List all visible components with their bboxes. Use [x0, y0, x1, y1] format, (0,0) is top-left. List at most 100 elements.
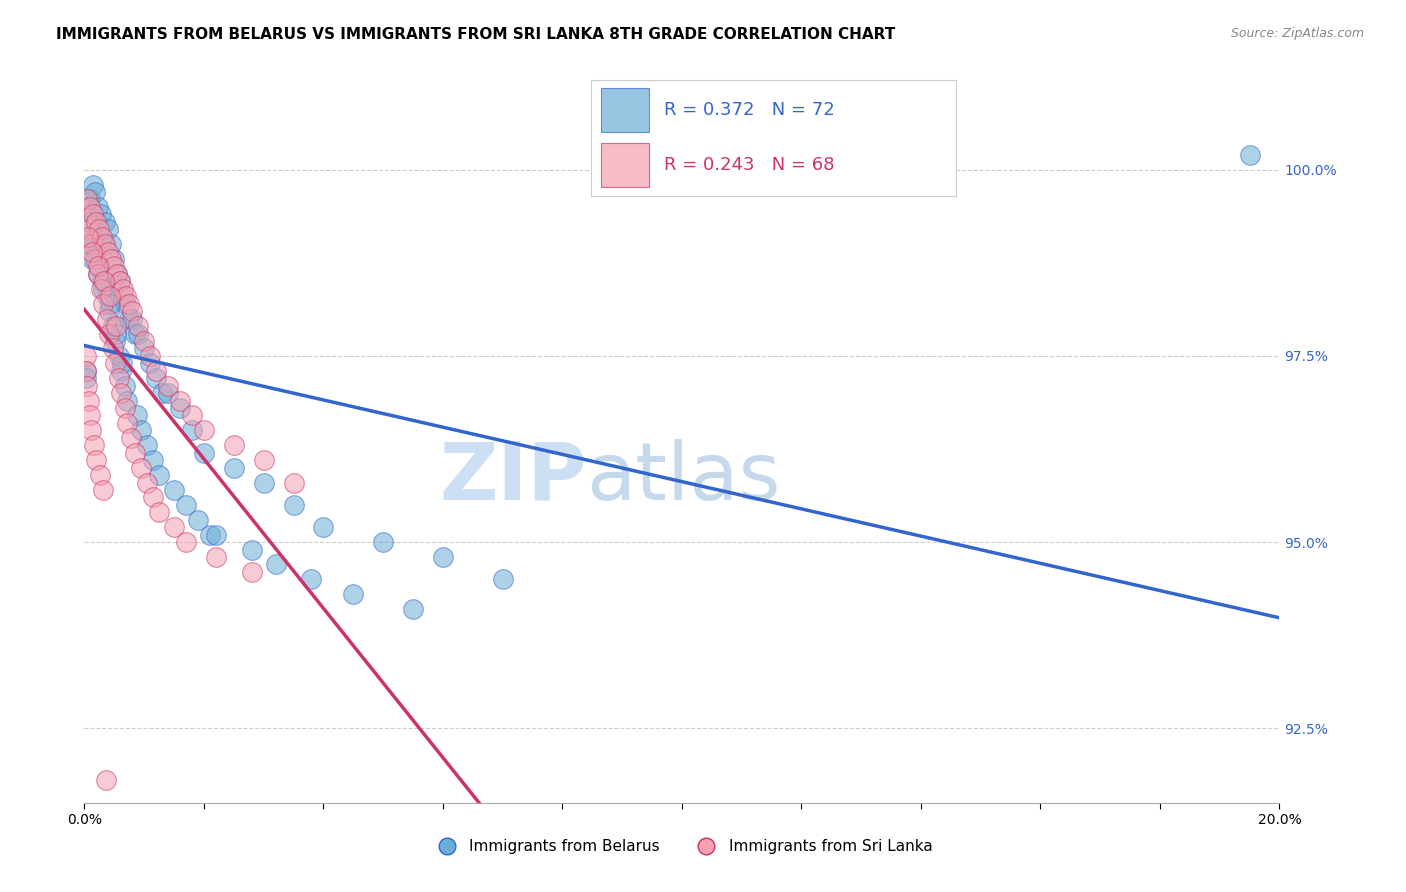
Point: [110, 386, 132, 401]
Point: [89, 260, 111, 274]
Point: [283, 498, 305, 512]
Point: [115, 289, 138, 303]
Point: [187, 513, 209, 527]
Point: [110, 274, 132, 288]
Point: [79, 409, 101, 423]
Point: [342, 587, 364, 601]
Point: [283, 475, 305, 490]
Point: [77, 393, 100, 408]
Point: [86, 215, 108, 229]
Point: [136, 475, 159, 490]
Point: [132, 342, 156, 356]
Point: [87, 260, 110, 274]
Point: [100, 237, 122, 252]
Point: [91, 229, 114, 244]
Point: [127, 326, 149, 341]
Point: [1239, 148, 1261, 162]
Point: [163, 520, 186, 534]
Point: [121, 311, 143, 326]
Point: [110, 364, 132, 378]
Point: [104, 356, 127, 370]
Point: [112, 282, 135, 296]
Point: [373, 535, 395, 549]
Point: [111, 356, 134, 370]
Point: [79, 200, 101, 214]
Point: [174, 498, 197, 512]
Point: [169, 401, 191, 415]
Point: [139, 356, 162, 370]
Point: [124, 446, 146, 460]
Point: [96, 311, 118, 326]
Point: [98, 297, 121, 311]
Point: [174, 535, 197, 549]
Text: ZIP: ZIP: [439, 439, 586, 516]
Point: [89, 222, 111, 236]
Point: [82, 244, 104, 259]
Point: [76, 378, 98, 392]
Point: [77, 222, 100, 236]
Point: [98, 326, 121, 341]
Point: [118, 297, 141, 311]
Point: [97, 244, 120, 259]
Point: [117, 416, 139, 430]
Point: [98, 289, 121, 303]
Point: [77, 229, 100, 244]
Point: [100, 252, 122, 266]
Text: IMMIGRANTS FROM BELARUS VS IMMIGRANTS FROM SRI LANKA 8TH GRADE CORRELATION CHART: IMMIGRANTS FROM BELARUS VS IMMIGRANTS FR…: [56, 27, 896, 42]
Point: [94, 237, 117, 252]
Text: R = 0.243   N = 68: R = 0.243 N = 68: [664, 156, 834, 174]
Point: [301, 572, 323, 586]
Point: [105, 326, 128, 341]
Bar: [602, 143, 650, 187]
Point: [115, 297, 138, 311]
Point: [90, 282, 112, 296]
Point: [118, 311, 141, 326]
Point: [103, 252, 125, 266]
Point: [84, 252, 107, 266]
Point: [86, 267, 108, 281]
Point: [432, 549, 454, 564]
Point: [105, 267, 128, 281]
Point: [117, 393, 139, 408]
Point: [94, 215, 117, 229]
Point: [121, 304, 143, 318]
Point: [77, 237, 100, 252]
Point: [93, 282, 115, 296]
Point: [142, 453, 165, 467]
Point: [205, 527, 228, 541]
Point: [93, 297, 115, 311]
Point: [114, 401, 136, 415]
Point: [163, 483, 186, 497]
Point: [86, 200, 108, 214]
Point: [193, 423, 215, 437]
Point: [79, 193, 101, 207]
Point: [84, 453, 107, 467]
Point: [205, 549, 228, 564]
Point: [87, 267, 110, 281]
Legend: Immigrants from Belarus, Immigrants from Sri Lanka: Immigrants from Belarus, Immigrants from…: [425, 833, 939, 860]
Point: [96, 773, 118, 788]
Point: [91, 274, 114, 288]
Point: [101, 342, 124, 356]
Point: [105, 267, 128, 281]
Point: [127, 319, 149, 334]
Point: [124, 326, 146, 341]
Point: [82, 178, 104, 192]
Point: [129, 460, 152, 475]
Point: [91, 483, 114, 497]
Point: [145, 371, 167, 385]
Text: R = 0.372   N = 72: R = 0.372 N = 72: [664, 102, 834, 120]
Point: [83, 438, 105, 452]
Point: [253, 453, 276, 467]
Point: [145, 364, 167, 378]
Point: [264, 558, 287, 572]
Point: [222, 438, 245, 452]
Point: [75, 349, 97, 363]
Point: [86, 244, 108, 259]
Point: [108, 371, 131, 385]
Point: [82, 252, 104, 266]
Point: [105, 319, 128, 334]
Point: [129, 423, 152, 437]
Point: [93, 274, 115, 288]
Point: [104, 334, 127, 348]
